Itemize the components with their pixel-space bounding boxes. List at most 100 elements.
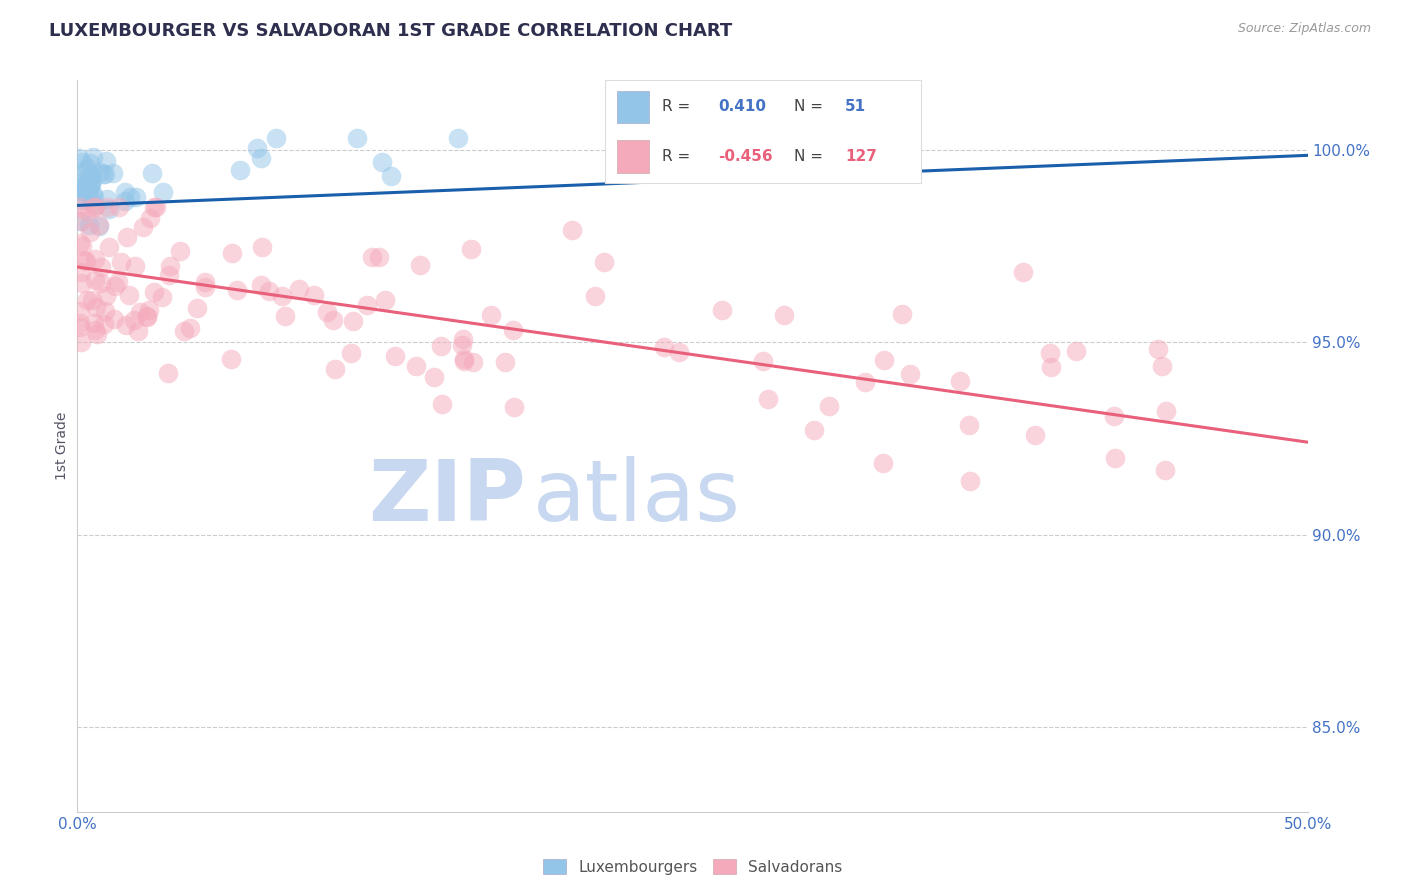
Point bbox=[70, 239, 93, 253]
Point bbox=[818, 399, 841, 413]
Point bbox=[342, 314, 364, 328]
Point bbox=[159, 259, 181, 273]
Point bbox=[157, 268, 180, 282]
Point bbox=[229, 163, 252, 178]
Point bbox=[76, 293, 98, 308]
Text: atlas: atlas bbox=[533, 456, 741, 539]
Point bbox=[125, 189, 148, 203]
Point bbox=[118, 190, 141, 204]
Point bbox=[75, 186, 97, 200]
Point bbox=[93, 167, 115, 181]
Point bbox=[152, 185, 174, 199]
Point bbox=[1154, 463, 1177, 477]
Point bbox=[356, 298, 378, 312]
Point bbox=[101, 166, 124, 180]
Point bbox=[287, 282, 309, 296]
Point bbox=[1064, 344, 1087, 359]
Point bbox=[250, 152, 273, 166]
Point bbox=[711, 303, 734, 318]
Point bbox=[226, 283, 249, 297]
Point bbox=[194, 280, 217, 294]
Point bbox=[67, 181, 90, 195]
Point bbox=[453, 354, 475, 368]
Point bbox=[855, 375, 877, 389]
Bar bbox=[617, 91, 650, 123]
Point bbox=[110, 255, 132, 269]
Point bbox=[652, 340, 675, 354]
Point bbox=[83, 190, 105, 204]
Point bbox=[70, 154, 93, 169]
Text: -0.456: -0.456 bbox=[718, 149, 773, 164]
Point bbox=[118, 288, 141, 302]
Point bbox=[409, 258, 432, 272]
Point bbox=[1104, 450, 1126, 465]
Point bbox=[1039, 346, 1062, 360]
Point bbox=[451, 338, 474, 352]
Point bbox=[75, 254, 97, 268]
Point bbox=[96, 200, 118, 214]
Point bbox=[84, 198, 107, 212]
Point bbox=[494, 355, 516, 369]
Text: 127: 127 bbox=[845, 149, 877, 164]
Point bbox=[1154, 404, 1177, 418]
Point bbox=[94, 289, 117, 303]
Point bbox=[79, 225, 101, 239]
Point bbox=[115, 318, 138, 333]
Point bbox=[460, 242, 482, 256]
Point bbox=[73, 253, 96, 268]
Point bbox=[86, 326, 108, 341]
Bar bbox=[617, 140, 650, 173]
Point bbox=[169, 244, 191, 258]
Point bbox=[83, 252, 105, 266]
Point bbox=[108, 200, 131, 214]
Point bbox=[250, 240, 273, 254]
Point bbox=[422, 370, 444, 384]
Point bbox=[803, 423, 825, 437]
Point bbox=[93, 303, 115, 318]
Point bbox=[186, 301, 208, 315]
Point bbox=[751, 354, 773, 368]
Point bbox=[142, 200, 165, 214]
Point bbox=[82, 293, 104, 307]
Point bbox=[145, 200, 167, 214]
Point bbox=[179, 321, 201, 335]
Point bbox=[325, 362, 347, 376]
Point bbox=[84, 300, 107, 314]
Point bbox=[80, 177, 103, 191]
Point bbox=[1147, 342, 1170, 356]
Point bbox=[76, 161, 98, 175]
Point bbox=[463, 355, 485, 369]
Point bbox=[142, 285, 165, 299]
Point bbox=[72, 186, 94, 200]
Point bbox=[432, 397, 454, 411]
Text: 51: 51 bbox=[845, 99, 866, 114]
Point bbox=[668, 345, 690, 359]
Point bbox=[82, 150, 104, 164]
Point bbox=[322, 313, 344, 327]
Point bbox=[561, 223, 583, 237]
Point bbox=[70, 214, 93, 228]
Point bbox=[91, 167, 114, 181]
Text: ZIP: ZIP bbox=[368, 456, 526, 539]
Point bbox=[83, 323, 105, 337]
Point bbox=[77, 183, 100, 197]
Text: R =: R = bbox=[662, 149, 695, 164]
Point bbox=[69, 200, 91, 214]
Point bbox=[316, 305, 339, 319]
Point bbox=[77, 219, 100, 233]
Text: 0.410: 0.410 bbox=[718, 99, 766, 114]
Point bbox=[756, 392, 779, 407]
Point bbox=[405, 359, 427, 373]
Point bbox=[873, 352, 896, 367]
Point bbox=[136, 309, 159, 323]
Point bbox=[891, 307, 914, 321]
Point bbox=[451, 332, 474, 346]
Point bbox=[503, 400, 526, 414]
Point bbox=[257, 284, 280, 298]
Point bbox=[67, 179, 90, 194]
Point bbox=[69, 214, 91, 228]
Point bbox=[959, 474, 981, 488]
Text: LUXEMBOURGER VS SALVADORAN 1ST GRADE CORRELATION CHART: LUXEMBOURGER VS SALVADORAN 1ST GRADE COR… bbox=[49, 22, 733, 40]
Point bbox=[70, 264, 93, 278]
Point bbox=[69, 236, 91, 251]
